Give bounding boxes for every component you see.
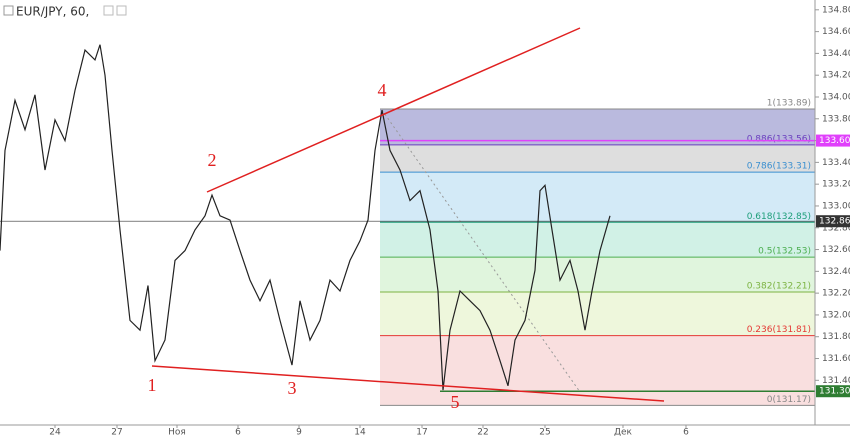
x-tick-label: 9: [296, 428, 302, 438]
fib-label: 0.886(133.56): [747, 134, 811, 144]
x-tick-label: 6: [683, 428, 689, 438]
y-tick-label: 131.40: [822, 376, 850, 386]
fib-band: [380, 222, 815, 258]
y-tick-label: 131.80: [822, 332, 850, 342]
y-tick-label: 133.20: [822, 180, 850, 190]
wave-label: 5: [451, 392, 460, 412]
price-label: 131.30: [819, 387, 850, 397]
wave-label: 2: [208, 150, 217, 170]
y-tick-label: 134.40: [822, 49, 850, 59]
y-tick-label: 133.40: [822, 158, 850, 168]
y-tick-label: 132.00: [822, 310, 850, 320]
fib-label: 0.786(133.31): [747, 162, 811, 172]
x-tick-label: 22: [477, 428, 488, 438]
trend-line: [151, 365, 665, 402]
x-tick-label: Ноя: [168, 428, 186, 438]
y-tick-label: 134.00: [822, 92, 850, 102]
x-tick-label: 25: [539, 428, 550, 438]
wave-label: 4: [378, 80, 387, 100]
fib-band: [380, 172, 815, 223]
plot: 131.40 131.60 131.80 132.00 132.20 132.40 132.…: [0, 5, 850, 438]
price-label: 133.60: [819, 136, 850, 146]
wave-label: 3: [288, 378, 297, 398]
x-tick-label: 24: [49, 428, 61, 438]
y-tick-label: 132.60: [822, 245, 850, 255]
y-tick-label: 132.20: [822, 289, 850, 299]
chart-title: EUR/JPY, 60,: [16, 5, 89, 19]
fib-band: [380, 144, 815, 173]
x-tick-label: 17: [416, 428, 427, 438]
price-badge: [816, 215, 850, 228]
x-tick-label: Дек: [614, 428, 633, 438]
fib-label: 0.236(131.81): [747, 325, 811, 335]
x-tick-label: 14: [354, 428, 366, 438]
y-tick-label: 134.80: [822, 5, 850, 15]
fib-label: 0.5(132.53): [758, 247, 811, 257]
y-tick-label: 133.00: [822, 201, 850, 211]
y-tick-label: 133.80: [822, 114, 850, 124]
y-tick-label: 134.60: [822, 27, 850, 37]
icon[interactable]: [103, 5, 114, 16]
fib-label: 0(131.17): [767, 395, 811, 405]
fib-label: 0.382(132.21): [747, 282, 811, 292]
y-tick-label: 132.40: [822, 267, 850, 277]
price-badge: [816, 134, 850, 147]
icon[interactable]: [116, 5, 127, 16]
y-tick-label: 132.80: [822, 223, 850, 233]
wave-label: 1: [148, 375, 157, 395]
y-tick-label: 131.60: [822, 354, 850, 364]
x-tick-label: 6: [235, 428, 241, 438]
y-tick-label: 134.20: [822, 71, 850, 81]
trend-line: [206, 27, 581, 193]
fib-band: [380, 292, 815, 336]
x-tick-label: 27: [111, 428, 122, 438]
price-badge: [816, 385, 850, 398]
fib-band: [380, 108, 815, 145]
fib-zone: 1(133.89) 0.886(133.56) 0.786(133.31) 0.618…: [380, 98, 815, 406]
icon[interactable]: [3, 5, 14, 16]
fib-label: 0.618(132.85): [747, 212, 811, 222]
price-line-series: [0, 44, 611, 391]
price-label: 132.86: [819, 217, 850, 227]
fib-label: 1(133.89): [767, 98, 811, 108]
fib-band: [380, 335, 815, 406]
